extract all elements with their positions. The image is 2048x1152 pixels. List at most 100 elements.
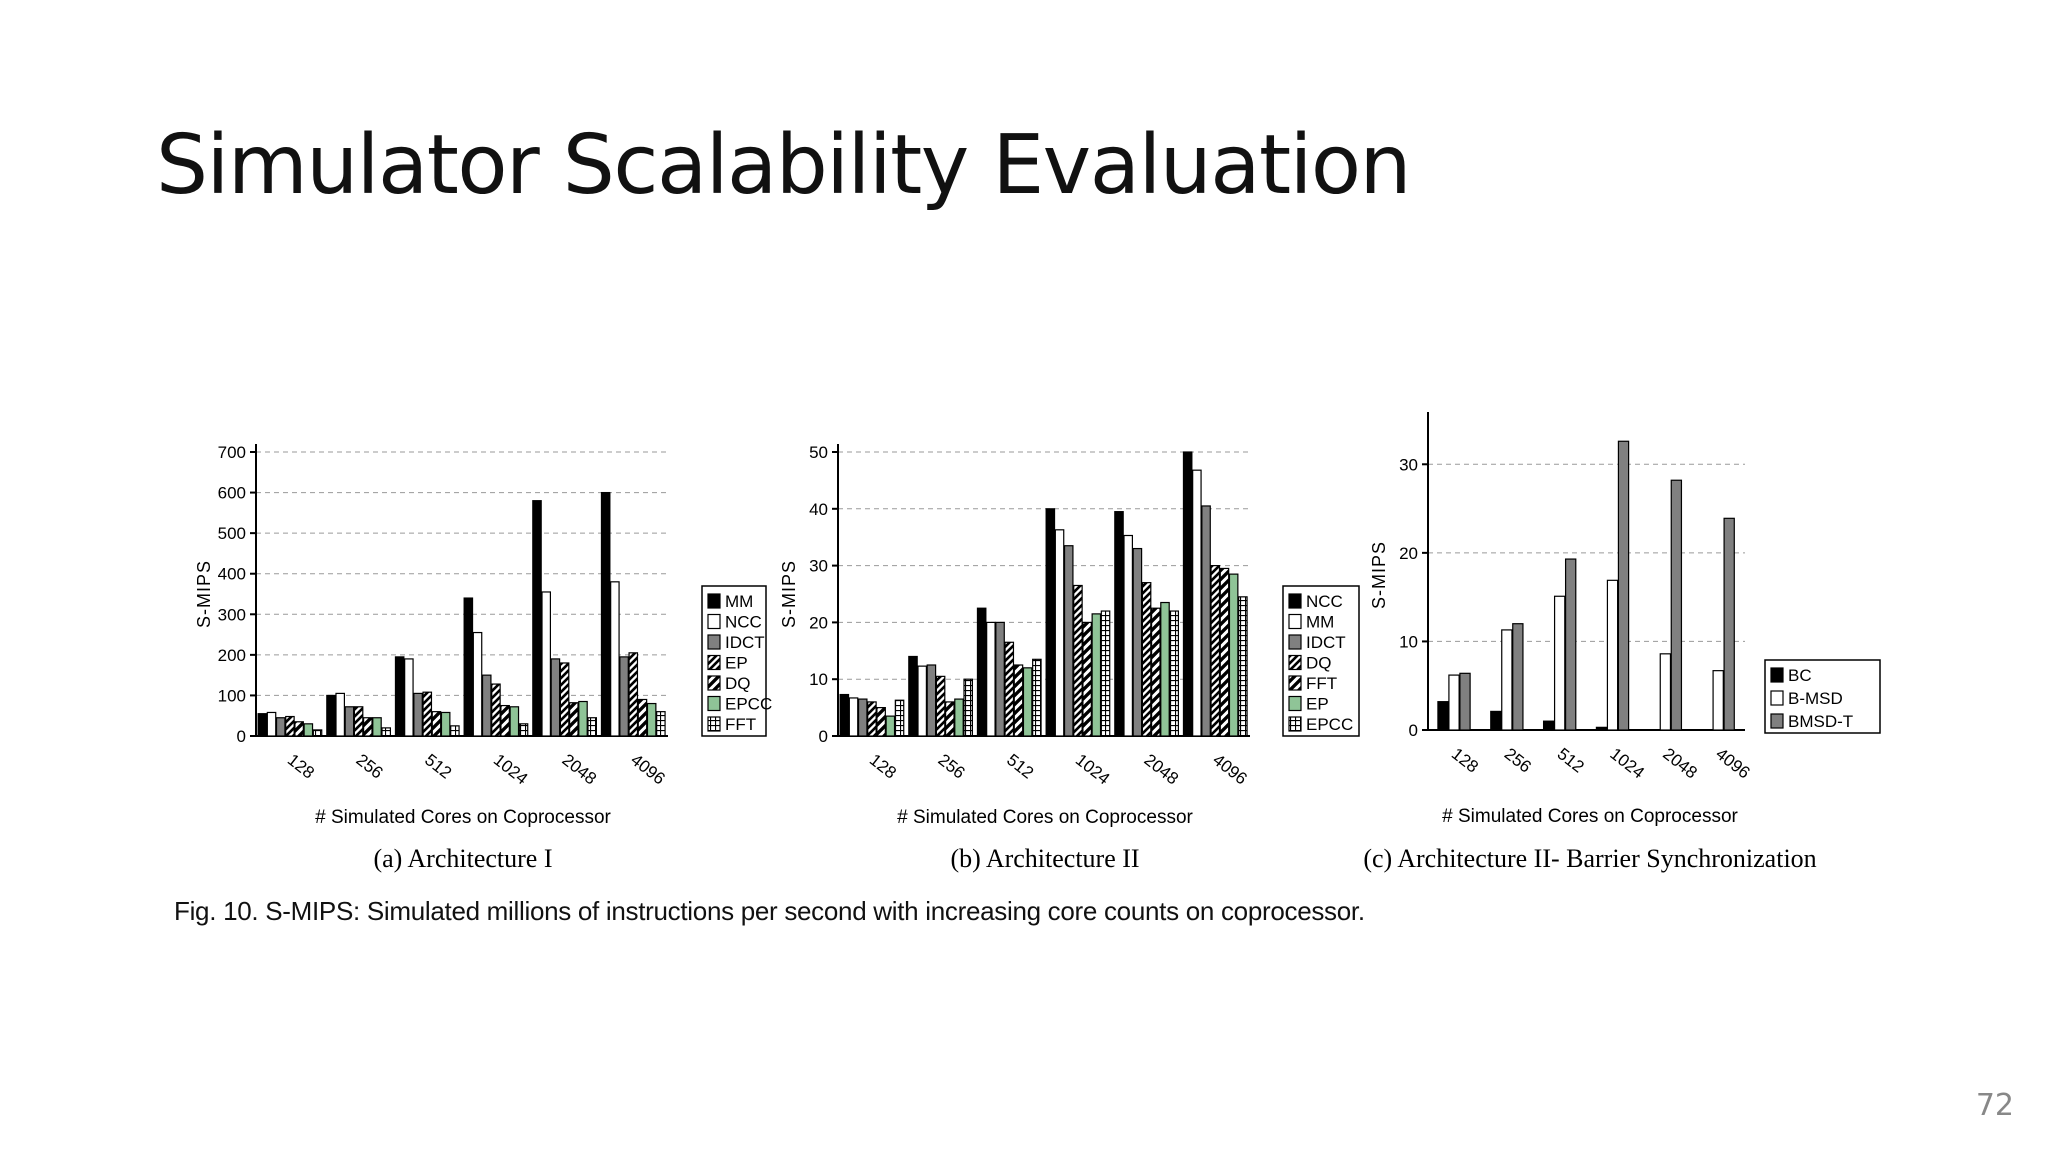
- bar-ep-256: [954, 698, 964, 737]
- page-number: 72: [1975, 1088, 2014, 1123]
- bar-ncc-4096: [610, 581, 620, 737]
- legend-swatch: [1288, 695, 1302, 712]
- bar-ep-4096: [628, 652, 639, 737]
- bar-fft-512: [450, 725, 460, 737]
- bar-mm-256: [917, 665, 927, 737]
- legend-swatch: [1288, 675, 1302, 691]
- bar-epcc-4096: [1238, 596, 1248, 737]
- y-tick-label: 100: [218, 686, 246, 705]
- y-tick-label: 400: [218, 565, 246, 584]
- legend-entry: BMSD-T: [1788, 712, 1853, 731]
- x-tick-label: 128: [284, 750, 318, 782]
- chart-subtitle: (b) Architecture II: [950, 844, 1139, 873]
- bar-bc-128: [1437, 701, 1449, 731]
- bar-idct-512: [995, 621, 1005, 737]
- bar-idct-128: [857, 698, 868, 737]
- x-tick-label: 256: [935, 750, 969, 782]
- bar-mm-2048: [1123, 534, 1133, 737]
- legend-swatch: [1770, 713, 1784, 729]
- bar-dq-2048: [568, 702, 579, 737]
- bar-ep-1024: [1091, 613, 1102, 737]
- legend-swatch: [1288, 613, 1302, 630]
- bar-idct-4096: [619, 656, 629, 737]
- y-tick-label: 300: [218, 605, 246, 624]
- y-tick-label: 30: [1399, 455, 1418, 474]
- bar-bmsd-t-128: [1459, 672, 1471, 731]
- legend-swatch: [707, 613, 721, 630]
- bar-dq-2048: [1141, 582, 1152, 737]
- bar-mm-512: [394, 656, 405, 737]
- bar-ep-2048: [559, 662, 570, 737]
- legend-entry: EP: [1306, 695, 1329, 714]
- bar-bc-256: [1490, 710, 1502, 731]
- bar-b-msd-1024: [1606, 579, 1619, 731]
- bar-fft-1024: [1082, 621, 1092, 737]
- x-tick-label: 1024: [490, 750, 532, 788]
- bar-idct-256: [344, 706, 355, 737]
- figure-caption: Fig. 10. S-MIPS: Simulated millions of i…: [174, 896, 1365, 926]
- bar-ncc-2048: [541, 591, 551, 737]
- bar-bmsd-t-2048: [1670, 479, 1683, 731]
- bar-bmsd-t-4096: [1723, 517, 1735, 731]
- bar-epcc-128: [303, 723, 314, 737]
- bar-ncc-512: [404, 658, 414, 737]
- bar-ep-128: [885, 715, 896, 737]
- bar-idct-2048: [1132, 547, 1143, 737]
- bar-mm-512: [986, 621, 996, 737]
- legend-entry: B-MSD: [1788, 689, 1843, 708]
- legend-entry: EP: [725, 654, 748, 673]
- legend-swatch: [707, 593, 721, 609]
- bar-ncc-256: [335, 692, 345, 737]
- legend-swatch: [1288, 654, 1302, 671]
- legend-swatch: [1288, 634, 1302, 650]
- bar-mm-4096: [1192, 469, 1202, 737]
- bar-fft-2048: [587, 717, 597, 737]
- bar-dq-256: [363, 717, 373, 737]
- bar-idct-512: [413, 692, 423, 737]
- bar-idct-2048: [550, 658, 561, 737]
- x-axis-label: # Simulated Cores on Coprocessor: [897, 807, 1193, 828]
- legend-entry: EPCC: [725, 695, 772, 714]
- bar-b-msd-512: [1553, 595, 1566, 731]
- legend-entry: NCC: [725, 613, 762, 632]
- y-tick-label: 50: [809, 443, 828, 462]
- bar-bmsd-t-1024: [1617, 440, 1630, 731]
- bar-dq-1024: [1073, 584, 1083, 737]
- y-tick-label: 0: [819, 727, 828, 746]
- bar-epcc-512: [1032, 658, 1042, 737]
- x-tick-label: 512: [1003, 750, 1037, 782]
- bar-mm-4096: [600, 491, 611, 737]
- chart-1: 0 100 200 300 400 500 600 700 128 256 512 1024 2048 4…: [194, 443, 772, 873]
- bar-mm-256: [326, 694, 336, 737]
- y-tick-label: 10: [1399, 632, 1418, 651]
- legend-entry: EPCC: [1306, 715, 1353, 734]
- bar-fft-128: [312, 729, 323, 737]
- y-axis-label: S-MIPS: [194, 560, 214, 628]
- legend-entry: BC: [1788, 666, 1812, 685]
- y-tick-label: 600: [218, 484, 246, 503]
- legend-swatch: [707, 634, 721, 650]
- bar-mm-1024: [1054, 529, 1065, 737]
- legend-entry: DQ: [725, 674, 751, 693]
- bar-ncc-512: [976, 607, 987, 737]
- x-tick-label: 2048: [1141, 750, 1183, 788]
- bar-mm-128: [848, 697, 859, 737]
- chart-2: 0 10 20 30 40 50 128 256 512 1024 2048 4096 S-MIPS # …: [779, 443, 1360, 873]
- legend-swatch: [1770, 690, 1784, 706]
- bar-b-msd-4096: [1712, 670, 1724, 731]
- bar-epcc-128: [894, 699, 905, 737]
- bar-ncc-1024: [472, 631, 483, 737]
- legend-swatch: [707, 654, 721, 671]
- bar-mm-128: [257, 713, 268, 737]
- x-tick-label: 1024: [1072, 750, 1114, 788]
- bar-ep-512: [422, 691, 433, 737]
- bar-bc-512: [1542, 720, 1555, 731]
- bar-epcc-2048: [578, 700, 588, 737]
- bar-ep-2048: [1160, 601, 1170, 737]
- bar-dq-512: [1004, 641, 1015, 737]
- bar-fft-512: [1013, 664, 1024, 737]
- slide-title: Simulator Scalability Evaluation: [156, 118, 1412, 213]
- bar-fft-1024: [518, 723, 529, 737]
- x-axis-label: # Simulated Cores on Coprocessor: [315, 807, 611, 828]
- legend-entry: IDCT: [725, 633, 765, 652]
